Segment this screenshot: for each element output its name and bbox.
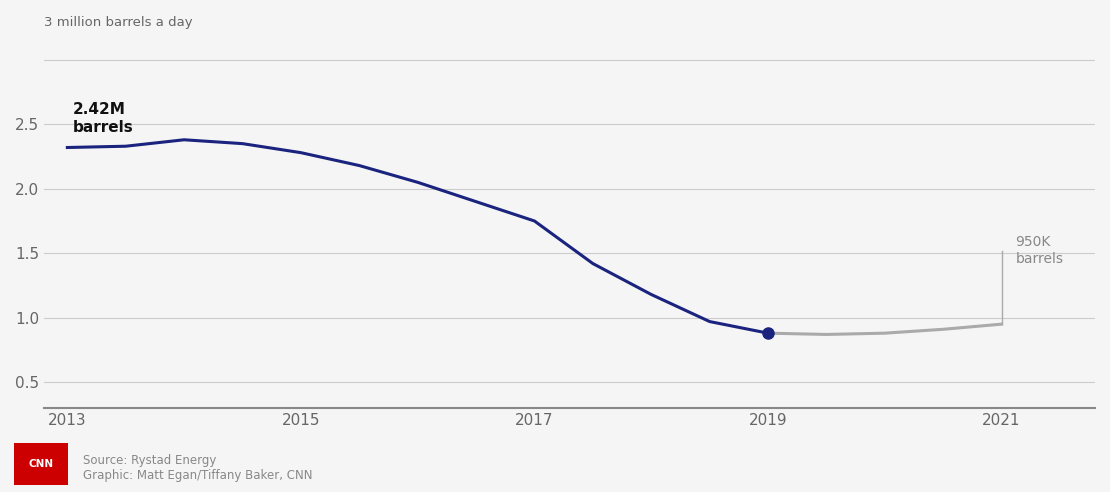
Text: 950K
barrels: 950K barrels <box>1016 235 1063 266</box>
Text: CNN: CNN <box>29 459 53 469</box>
Text: 3 million barrels a day: 3 million barrels a day <box>44 16 193 29</box>
Text: Source: Rystad Energy
Graphic: Matt Egan/Tiffany Baker, CNN: Source: Rystad Energy Graphic: Matt Egan… <box>83 454 313 482</box>
Text: 2.42M
barrels: 2.42M barrels <box>73 102 134 135</box>
